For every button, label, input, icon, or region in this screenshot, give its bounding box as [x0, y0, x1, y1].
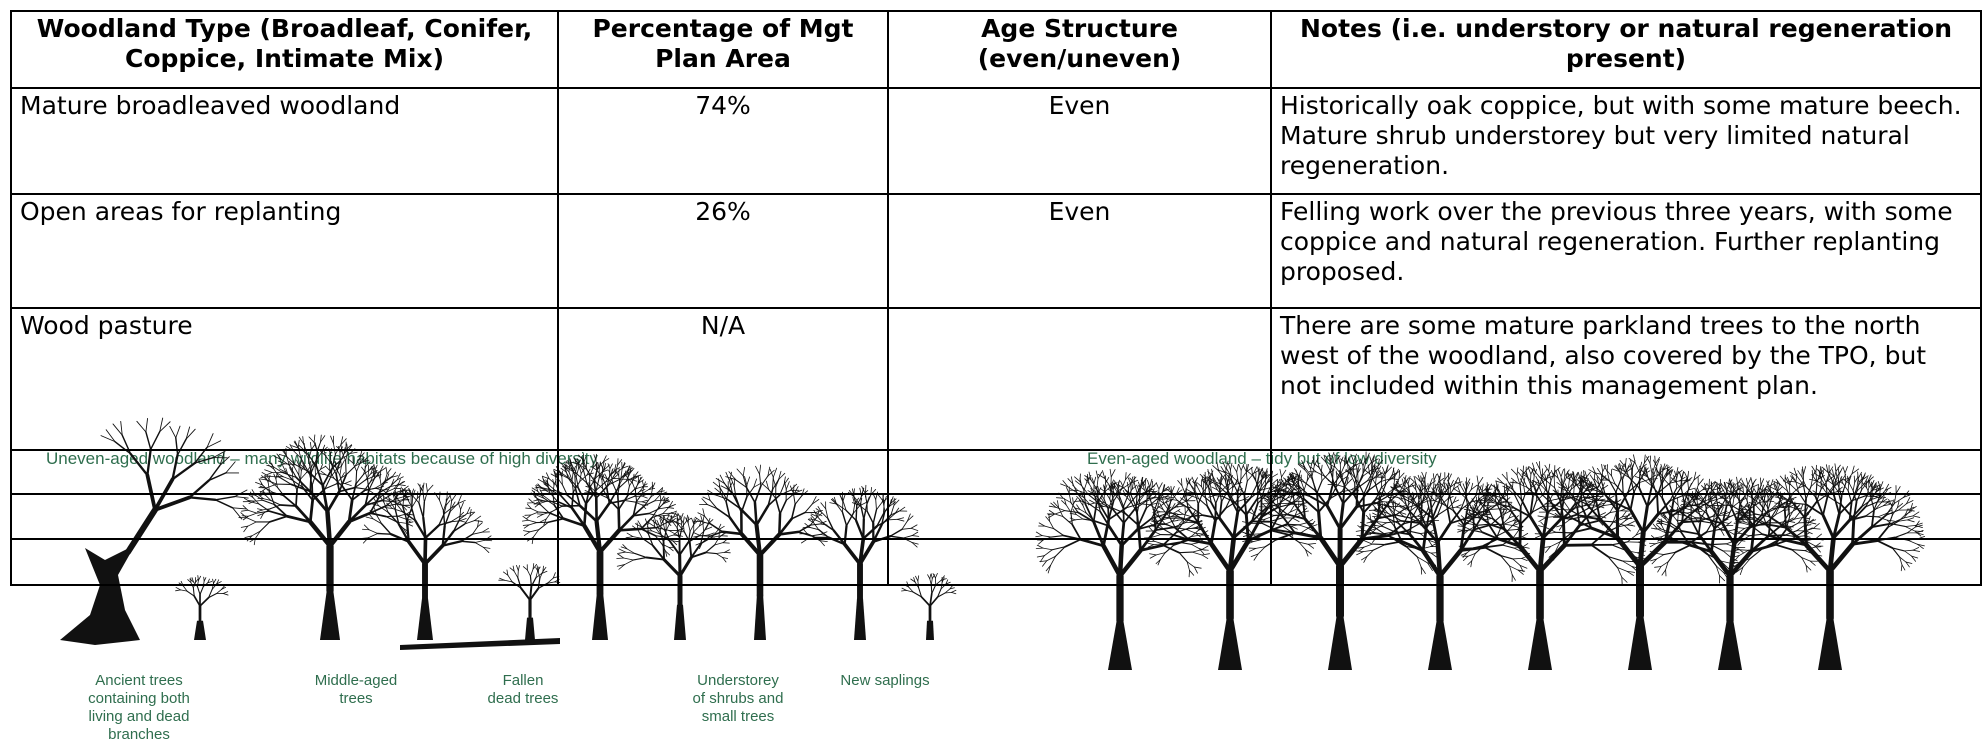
tree-label: dead trees	[488, 690, 559, 707]
row: Wood pasture N/A There are some mature p…	[11, 308, 1981, 450]
tree-trunk	[320, 589, 340, 640]
branch	[223, 593, 228, 595]
notes-cell: There are some mature parkland trees to …	[1271, 308, 1981, 450]
empty-cell	[888, 450, 1271, 494]
tree-trunk	[1528, 616, 1552, 670]
branch	[176, 587, 181, 589]
branch	[931, 585, 932, 594]
tree-trunk	[1328, 614, 1352, 670]
type-cell: Mature broadleaved woodland	[11, 88, 558, 194]
branch	[932, 585, 936, 594]
branch	[530, 586, 531, 600]
empty-row	[11, 450, 1981, 494]
type-cell: Open areas for replanting	[11, 194, 558, 308]
tree-labels: Ancient treescontaining bothliving and d…	[88, 672, 929, 743]
branch	[194, 596, 200, 606]
tree-trunk	[1718, 619, 1742, 670]
branch	[200, 587, 203, 595]
tree-trunk	[1818, 616, 1842, 670]
branch	[216, 589, 221, 593]
header-cell: Percentage of Mgt Plan Area	[558, 11, 888, 88]
tree-trunk	[1428, 619, 1452, 670]
age-cell	[888, 308, 1271, 450]
header-row: Woodland Type (Broadleaf, Conifer, Coppi…	[11, 11, 1981, 88]
tree-label: Middle-aged	[315, 672, 398, 689]
tree-trunk	[1628, 614, 1652, 670]
notes-cell: Historically oak coppice, but with some …	[1271, 88, 1981, 194]
header-cell: Woodland Type (Broadleaf, Conifer, Coppi…	[11, 11, 558, 88]
tree-trunk	[1108, 619, 1132, 670]
age-cell: Even	[888, 88, 1271, 194]
tree-trunk	[592, 592, 608, 640]
branch	[176, 590, 181, 591]
percentage-cell: 26%	[558, 194, 888, 308]
tree-label: small trees	[702, 708, 775, 725]
branch	[951, 592, 955, 593]
tree-label: containing both	[88, 690, 190, 707]
tree-label: New saplings	[840, 672, 929, 689]
tree-trunk	[754, 594, 766, 640]
tree-trunk	[674, 605, 686, 640]
age-cell: Even	[888, 194, 1271, 308]
branch	[223, 592, 228, 594]
tree-trunk	[854, 598, 866, 640]
header-cell: Age Structure (even/uneven)	[888, 11, 1271, 88]
page: {"table": { "header": ["Woodland Type (B…	[0, 0, 1982, 745]
branch	[921, 597, 930, 606]
tree-label: trees	[339, 690, 372, 707]
branch	[902, 588, 906, 590]
empty-cell	[558, 450, 888, 494]
tree-label: living and dead	[89, 708, 190, 725]
tree-label: of shrubs and	[693, 690, 784, 707]
branch	[521, 588, 530, 600]
branch	[193, 588, 194, 596]
empty-cell	[11, 450, 558, 494]
header-cell: Notes (i.e. understory or natural regene…	[1271, 11, 1981, 88]
branch	[951, 590, 956, 592]
woodland-table: Woodland Type (Broadleaf, Conifer, Coppi…	[10, 10, 1982, 586]
percentage-cell: 74%	[558, 88, 888, 194]
percentage-cell: N/A	[558, 308, 888, 450]
tree-label: Fallen	[503, 672, 544, 689]
tree-trunk	[1218, 616, 1242, 670]
branch	[901, 590, 906, 591]
notes-cell: Felling work over the previous three yea…	[1271, 194, 1981, 308]
tree-trunk	[417, 598, 433, 640]
tree-label: branches	[108, 726, 170, 743]
type-cell: Wood pasture	[11, 308, 558, 450]
row: Mature broadleaved woodland 74% Even His…	[11, 88, 1981, 194]
branch	[197, 587, 200, 595]
tree-label: Understorey	[697, 672, 779, 689]
branch	[200, 598, 209, 606]
tree-label: Ancient trees	[95, 672, 183, 689]
row: Open areas for replanting 26% Even Felli…	[11, 194, 1981, 308]
branch	[187, 591, 194, 596]
